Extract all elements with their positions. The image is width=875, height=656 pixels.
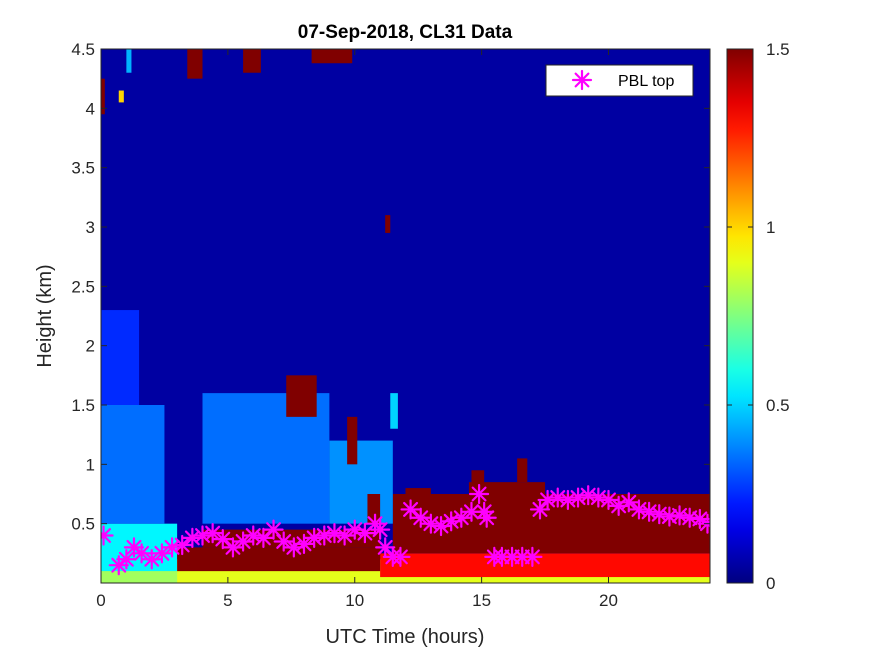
- pbl-point: [116, 549, 137, 570]
- pbl-point: [273, 531, 294, 552]
- heatmap-cell: [177, 547, 381, 572]
- pbl-point: [172, 534, 193, 556]
- heatmap-cell: [187, 49, 203, 79]
- pbl-point: [375, 537, 396, 558]
- pbl-point: [410, 507, 431, 528]
- pbl-point: [123, 537, 145, 558]
- y-tick-label: 2.5: [71, 277, 95, 296]
- legend: PBL top: [545, 64, 694, 97]
- x-axis: 0 5 10 15 20: [96, 49, 618, 610]
- pbl-point: [679, 507, 700, 528]
- pbl-point: [400, 499, 421, 520]
- heatmap-cell: [385, 215, 391, 233]
- colorbar: 0 0.5 1 1.5: [726, 40, 790, 593]
- x-tick-label: 0: [96, 591, 105, 610]
- pbl-point: [334, 525, 355, 546]
- pbl-point: [468, 483, 490, 505]
- heatmap-cell: [311, 49, 353, 64]
- colorbar-tick-label: 0.5: [766, 396, 790, 415]
- pbl-point: [253, 527, 274, 549]
- y-axis: 0.5 1 1.5 2 2.5 3 3.5 4 4.5: [71, 40, 710, 534]
- heatmap-cell: [101, 405, 165, 524]
- pbl-point: [618, 492, 639, 513]
- x-axis-label: UTC Time (hours): [326, 626, 485, 648]
- pbl-point: [293, 533, 315, 554]
- colorbar-frame: [726, 48, 754, 584]
- heatmap-cell: [380, 553, 710, 578]
- x-tick-label: 10: [345, 591, 364, 610]
- y-tick-label: 4.5: [71, 40, 95, 59]
- plot-frame: [100, 48, 711, 584]
- pbl-point: [522, 546, 543, 567]
- pbl-point: [263, 519, 284, 540]
- pbl-point: [370, 519, 391, 540]
- heatmap-cell: [101, 78, 105, 115]
- plot-area: [101, 49, 710, 583]
- pbl-point: [202, 523, 223, 544]
- legend-box: [545, 64, 694, 97]
- pbl-point: [151, 543, 172, 564]
- pbl-point: [529, 499, 551, 520]
- pbl-top-series: [101, 483, 710, 576]
- chart-title: 07-Sep-2018, CL31 Data: [298, 22, 513, 43]
- pbl-point: [598, 489, 619, 511]
- pbl-point: [390, 546, 411, 567]
- heatmap-cell: [367, 494, 381, 524]
- heatmap-cell: [101, 310, 140, 405]
- pbl-point: [451, 507, 472, 528]
- y-tick-label: 1: [86, 455, 95, 474]
- colorbar-tick-label: 0: [766, 574, 775, 593]
- colorbar-tick-label: 1: [766, 218, 775, 237]
- heatmap-cell: [390, 393, 398, 429]
- x-tick-label: 20: [599, 591, 618, 610]
- heatmap-cell: [468, 482, 546, 494]
- legend-label: PBL top: [618, 73, 674, 90]
- heatmap-cell: [243, 49, 261, 73]
- pbl-point: [101, 525, 114, 546]
- pbl-point: [638, 501, 660, 522]
- colorbar-ticks: 0 0.5 1 1.5: [727, 40, 790, 593]
- x-tick-label: 5: [223, 591, 232, 610]
- heatmap-cell: [517, 458, 528, 483]
- y-tick-label: 1.5: [71, 396, 95, 415]
- heatmap-cell: [329, 440, 393, 524]
- pbl-point: [304, 527, 325, 549]
- heatmap-cell: [189, 571, 381, 583]
- y-tick-label: 4: [86, 99, 95, 118]
- y-tick-label: 3: [86, 218, 95, 237]
- legend-asterisk-icon: [571, 69, 593, 91]
- y-tick-label: 2: [86, 337, 95, 356]
- legend-asterisk-icon: [571, 69, 593, 91]
- pbl-point: [212, 528, 233, 550]
- heatmap-cell: [471, 470, 485, 489]
- pbl-point: [476, 507, 497, 528]
- pbl-point: [141, 549, 162, 570]
- heatmap-cell: [101, 571, 178, 583]
- pbl-point: [131, 543, 152, 564]
- pbl-point: [233, 531, 254, 552]
- heatmap-cell: [118, 90, 124, 103]
- y-tick-label: 0.5: [71, 515, 95, 534]
- heatmap-cell: [347, 416, 358, 465]
- heatmap-cell: [286, 375, 317, 417]
- heatmap-cell: [126, 49, 132, 73]
- colorbar-gradient: [727, 49, 753, 583]
- colorbar-tick-label: 1.5: [766, 40, 790, 59]
- x-tick-label: 15: [472, 591, 491, 610]
- pbl-point: [222, 537, 244, 558]
- y-axis-label: Height (km): [34, 264, 56, 367]
- y-tick-label: 3.5: [71, 159, 95, 178]
- heatmap-cell: [405, 488, 431, 512]
- heatmap-features: [101, 49, 710, 583]
